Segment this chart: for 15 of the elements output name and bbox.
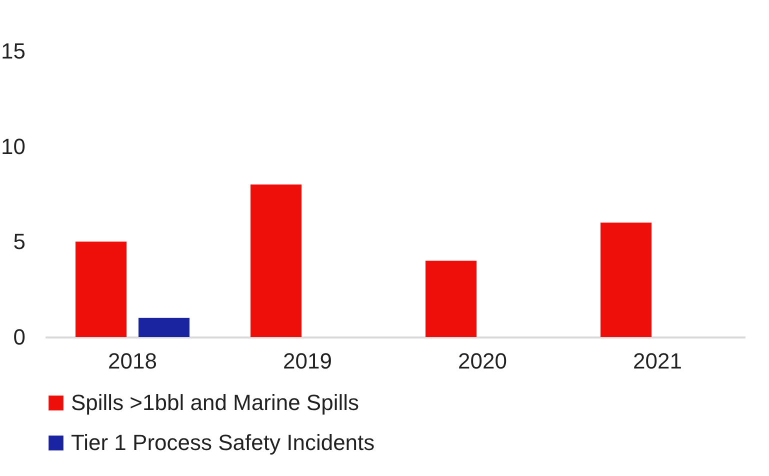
bar <box>600 222 652 337</box>
x-tick-label: 2020 <box>458 348 507 374</box>
y-tick-label: 5 <box>13 229 26 254</box>
bar <box>426 260 476 337</box>
bar <box>138 318 190 337</box>
bar <box>76 242 126 337</box>
bar <box>250 184 302 337</box>
x-tick-label: 2019 <box>283 348 332 374</box>
y-tick-label: 10 <box>1 134 26 159</box>
y-tick-label: 15 <box>1 38 26 64</box>
legend-label: Spills >1bbl and Marine Spills <box>71 390 359 415</box>
legend-label: Tier 1 Process Safety Incidents <box>71 430 375 455</box>
y-tick-label: 0 <box>13 324 26 350</box>
x-tick-label: 2018 <box>108 348 157 374</box>
x-tick-label: 2021 <box>633 348 682 374</box>
